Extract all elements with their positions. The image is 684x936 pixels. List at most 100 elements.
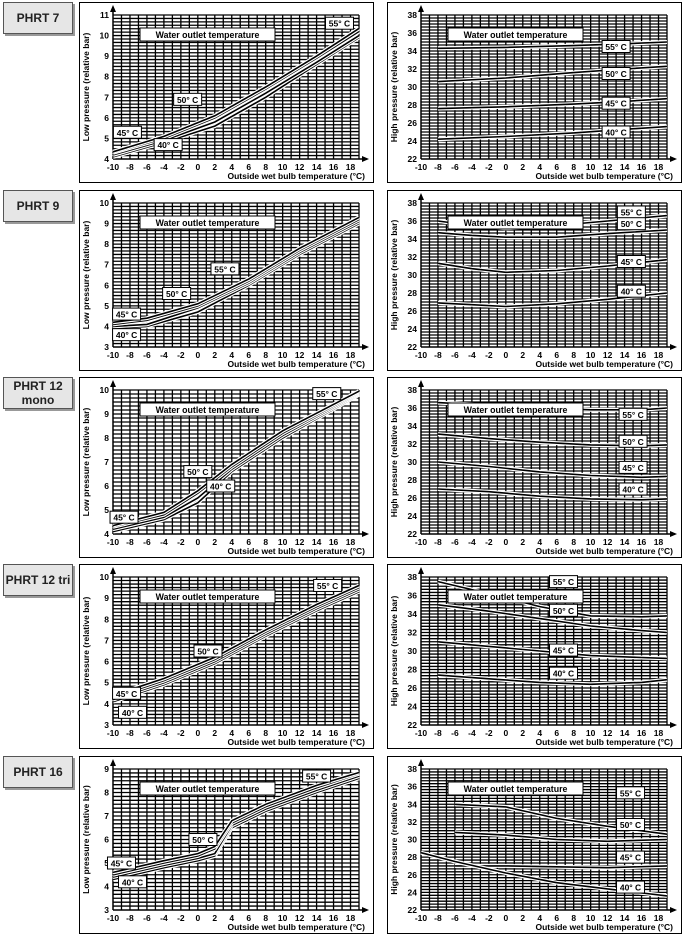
x-axis-label: Outside wet bulb temperature (°C) bbox=[227, 171, 365, 181]
series-label: 45° C bbox=[621, 257, 642, 267]
series-label-box bbox=[193, 644, 223, 658]
x-tick-label: 12 bbox=[603, 537, 613, 547]
y-tick-label: 6 bbox=[104, 657, 109, 667]
x-tick-label: -6 bbox=[451, 350, 459, 360]
y-tick-label: 36 bbox=[408, 403, 418, 413]
y-axis-arrow-icon bbox=[110, 5, 116, 12]
x-tick-label: 16 bbox=[329, 728, 339, 738]
x-tick-label: -8 bbox=[434, 913, 442, 923]
x-tick-label: 8 bbox=[263, 728, 268, 738]
y-tick-label: 5 bbox=[104, 301, 109, 311]
x-tick-label: 6 bbox=[554, 537, 559, 547]
y-tick-label: 36 bbox=[408, 591, 418, 601]
y-tick-label: 7 bbox=[104, 92, 109, 102]
series-label-box bbox=[601, 125, 631, 139]
chart-svg: -10 -8 -6 -4 -2 0 2 4 6 8 10 12 14 16 18 4 5 6 7 8 9 10 11 Outs… bbox=[81, 5, 369, 181]
y-tick-label: 5 bbox=[104, 505, 109, 515]
y-tick-label: 32 bbox=[408, 439, 418, 449]
x-axis-label: Outside wet bulb temperature (°C) bbox=[227, 737, 365, 747]
series-label-box bbox=[324, 16, 354, 30]
series-label: 50° C bbox=[177, 95, 198, 105]
y-axis-label: High pressure (relative bar) bbox=[389, 407, 399, 518]
series-label: 45° C bbox=[116, 689, 137, 699]
x-tick-label: 8 bbox=[263, 162, 268, 172]
y-tick-label: 28 bbox=[408, 665, 418, 675]
title-box bbox=[447, 215, 584, 230]
y-axis-arrow-icon bbox=[110, 759, 116, 766]
model-label-phrt16: PHRT 16 bbox=[3, 756, 73, 788]
x-tick-label: 4 bbox=[229, 537, 234, 547]
x-tick-label: 2 bbox=[520, 162, 525, 172]
series-label: 45° C bbox=[111, 859, 132, 869]
y-tick-label: 30 bbox=[408, 270, 418, 280]
x-tick-label: 12 bbox=[295, 537, 305, 547]
x-tick-label: -10 bbox=[415, 350, 428, 360]
series-line bbox=[437, 125, 668, 140]
x-tick-label: -6 bbox=[143, 537, 151, 547]
y-tick-label: 38 bbox=[408, 764, 418, 774]
series-label: 50° C bbox=[187, 467, 208, 477]
x-tick-label: 10 bbox=[586, 350, 596, 360]
y-tick-label: 10 bbox=[100, 385, 110, 395]
x-tick-label: -4 bbox=[160, 350, 168, 360]
series-line bbox=[437, 41, 668, 50]
x-tick-label: -6 bbox=[451, 913, 459, 923]
series-label-box bbox=[112, 125, 142, 139]
x-tick-label: -8 bbox=[126, 162, 134, 172]
y-tick-label: 4 bbox=[104, 699, 109, 709]
x-tick-label: -10 bbox=[107, 728, 120, 738]
x-axis-label: Outside wet bulb temperature (°C) bbox=[535, 171, 673, 181]
y-tick-label: 6 bbox=[104, 481, 109, 491]
x-tick-label: -10 bbox=[415, 537, 428, 547]
x-tick-label: 4 bbox=[537, 162, 542, 172]
x-tick-label: -2 bbox=[177, 350, 185, 360]
y-tick-label: 22 bbox=[408, 154, 418, 164]
x-tick-label: -6 bbox=[143, 162, 151, 172]
series-label: 40° C bbox=[157, 140, 178, 150]
x-tick-label: 2 bbox=[212, 913, 217, 923]
x-tick-label: 18 bbox=[654, 537, 664, 547]
y-tick-label: 24 bbox=[408, 511, 418, 521]
series-label-box bbox=[106, 856, 136, 870]
y-tick-label: 30 bbox=[408, 457, 418, 467]
x-tick-label: 12 bbox=[295, 913, 305, 923]
series-label: 55° C bbox=[317, 581, 338, 591]
chart-panel-phrt12-mono-low: -10 -8 -6 -4 -2 0 2 4 6 8 10 12 14 16 18 4 5 6 7 8 9 10 Outsid… bbox=[79, 377, 374, 558]
y-tick-label: 34 bbox=[408, 234, 418, 244]
x-tick-label: 14 bbox=[312, 162, 322, 172]
model-label-text: PHRT 7 bbox=[16, 11, 60, 25]
series-label-box bbox=[618, 460, 648, 474]
x-tick-label: 4 bbox=[537, 913, 542, 923]
y-tick-label: 5 bbox=[104, 858, 109, 868]
x-tick-label: 0 bbox=[195, 162, 200, 172]
y-tick-label: 26 bbox=[408, 118, 418, 128]
x-tick-label: 8 bbox=[263, 350, 268, 360]
y-tick-label: 4 bbox=[104, 529, 109, 539]
x-tick-label: 10 bbox=[278, 162, 288, 172]
series-label-box bbox=[206, 479, 236, 493]
x-tick-label: 6 bbox=[246, 728, 251, 738]
x-tick-label: 0 bbox=[503, 162, 508, 172]
series-label: 50° C bbox=[553, 606, 574, 616]
x-tick-label: -6 bbox=[451, 728, 459, 738]
x-tick-label: -6 bbox=[451, 537, 459, 547]
series-label-box bbox=[549, 666, 579, 680]
y-tick-label: 10 bbox=[100, 572, 110, 582]
x-tick-label: -10 bbox=[107, 537, 120, 547]
title-box bbox=[139, 589, 276, 604]
series-label: 55° C bbox=[620, 788, 641, 798]
series-label-box bbox=[162, 287, 192, 301]
x-tick-label: 2 bbox=[212, 728, 217, 738]
x-tick-label: 12 bbox=[603, 913, 613, 923]
y-axis-label: Low pressure (relative bar) bbox=[81, 597, 91, 706]
series-label: 50° C bbox=[605, 69, 626, 79]
model-label-text: PHRT 12 mono bbox=[13, 379, 63, 407]
series-label: 45° C bbox=[116, 310, 137, 320]
chart-title: Water outlet temperature bbox=[156, 30, 260, 40]
x-tick-label: -4 bbox=[468, 162, 476, 172]
x-tick-label: 14 bbox=[620, 537, 630, 547]
x-tick-label: 8 bbox=[571, 913, 576, 923]
series-line bbox=[437, 292, 668, 308]
x-axis-label: Outside wet bulb temperature (°C) bbox=[535, 546, 673, 556]
x-tick-label: 4 bbox=[537, 537, 542, 547]
